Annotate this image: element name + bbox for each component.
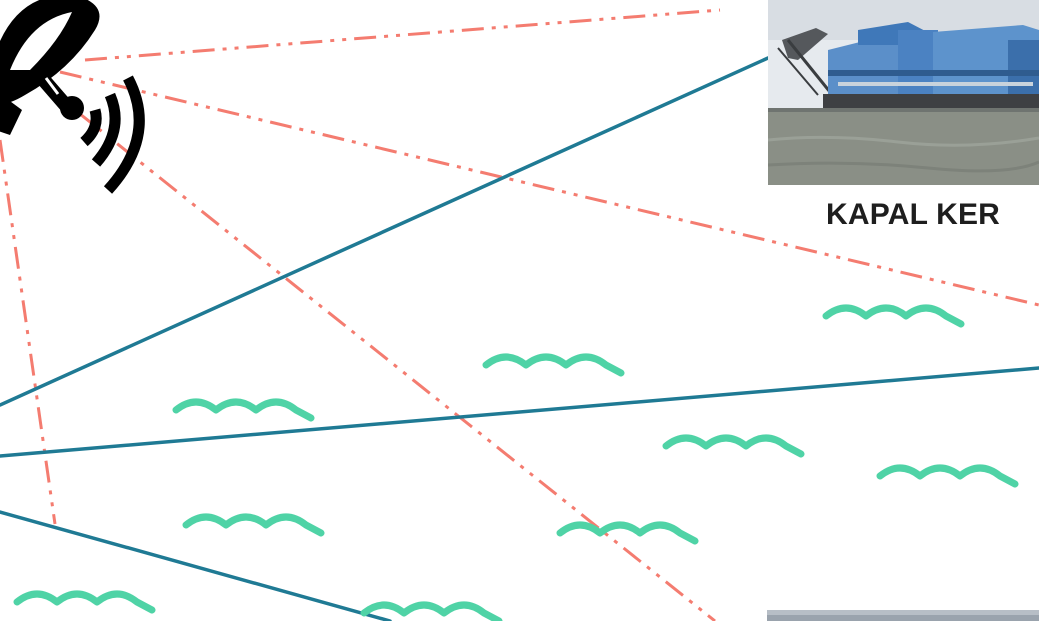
dashed-line-to-right	[59, 70, 1039, 307]
wave-icon	[666, 438, 801, 454]
water-waves	[17, 308, 1015, 621]
wave-icon	[826, 308, 961, 324]
dashed-line-to-top	[84, 8, 721, 62]
link-line-lower	[0, 510, 392, 621]
vessel-photo-bottom	[767, 609, 1039, 621]
wave-icon	[17, 594, 152, 610]
dashed-line-down	[0, 139, 57, 525]
vessel-label: KAPAL KER	[826, 198, 1001, 231]
wave-icon	[880, 468, 1015, 484]
solid-link-lines	[0, 56, 1039, 621]
satellite-dish-icon	[0, 0, 145, 194]
wave-icon	[560, 525, 695, 541]
vessel-photo	[768, 0, 1039, 185]
wave-icon	[486, 357, 621, 373]
link-line-middle	[0, 366, 1039, 458]
dashed-line-diagonal	[74, 108, 716, 621]
link-line-upper	[0, 56, 770, 407]
dashed-signal-lines	[0, 8, 1039, 621]
wave-icon	[186, 517, 321, 533]
wave-icon	[176, 402, 311, 418]
